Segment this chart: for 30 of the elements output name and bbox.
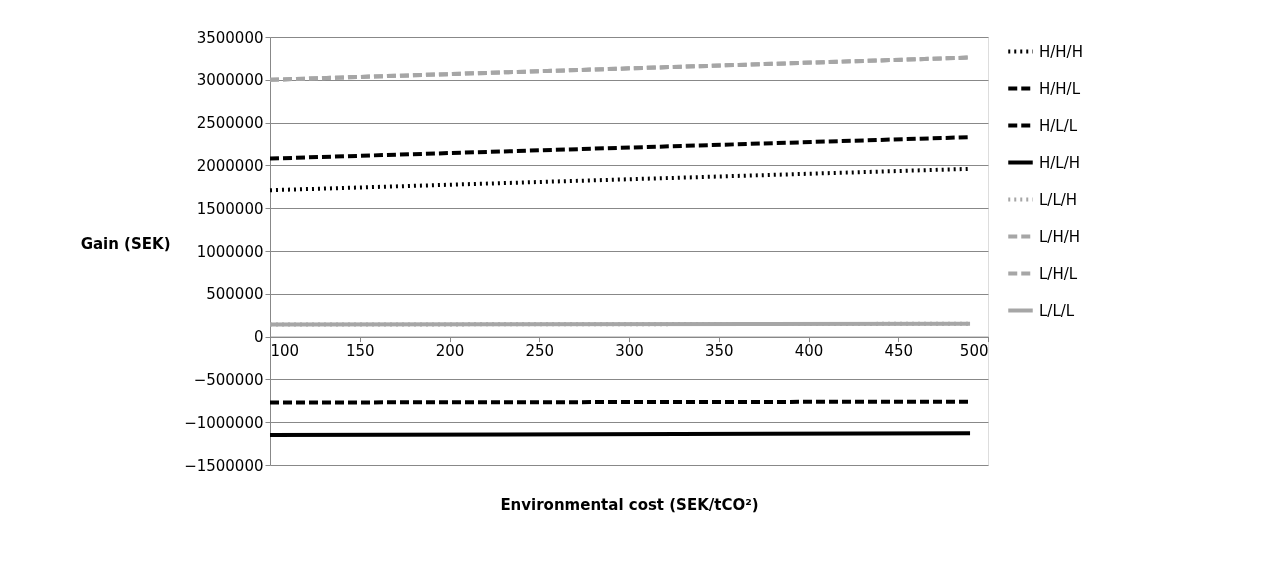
- x-tick-label: 100: [270, 342, 300, 361]
- y-tick-label: 1500000: [196, 199, 264, 218]
- y-tick-label: 1000000: [196, 242, 264, 261]
- x-tick-label: 150: [345, 342, 375, 361]
- legend-label: L/H/L: [1039, 264, 1078, 283]
- y-tick-label: 2000000: [196, 156, 264, 175]
- x-tick-label: 350: [704, 342, 734, 361]
- legend-label: L/L/L: [1039, 301, 1075, 320]
- y-tick-label: −500000: [193, 370, 264, 389]
- x-tick-label: 450: [884, 342, 914, 361]
- legend-label: L/L/H: [1039, 190, 1078, 209]
- legend-label: L/H/H: [1039, 227, 1081, 246]
- x-tick-label: 200: [435, 342, 465, 361]
- x-tick-label: 300: [615, 342, 644, 361]
- x-tick-label: 500: [959, 342, 989, 361]
- legend-label: H/H/L: [1039, 79, 1081, 98]
- legend-label: H/H/H: [1039, 42, 1083, 61]
- legend-label: H/L/L: [1039, 116, 1078, 135]
- y-tick-label: 3500000: [196, 28, 264, 47]
- y-axis-title: Gain (SEK): [80, 234, 171, 253]
- y-tick-label: −1000000: [184, 413, 264, 432]
- x-axis-title: Environmental cost (SEK/tCO²): [500, 495, 759, 514]
- y-tick-label: 0: [253, 328, 264, 347]
- y-tick-label: −1500000: [184, 456, 264, 475]
- y-tick-label: 500000: [206, 285, 264, 304]
- legend-label: H/L/H: [1039, 153, 1081, 172]
- x-tick-label: 250: [525, 342, 555, 361]
- y-tick-label: 3000000: [196, 71, 264, 90]
- x-tick-label: 400: [794, 342, 824, 361]
- y-tick-label: 2500000: [196, 114, 264, 133]
